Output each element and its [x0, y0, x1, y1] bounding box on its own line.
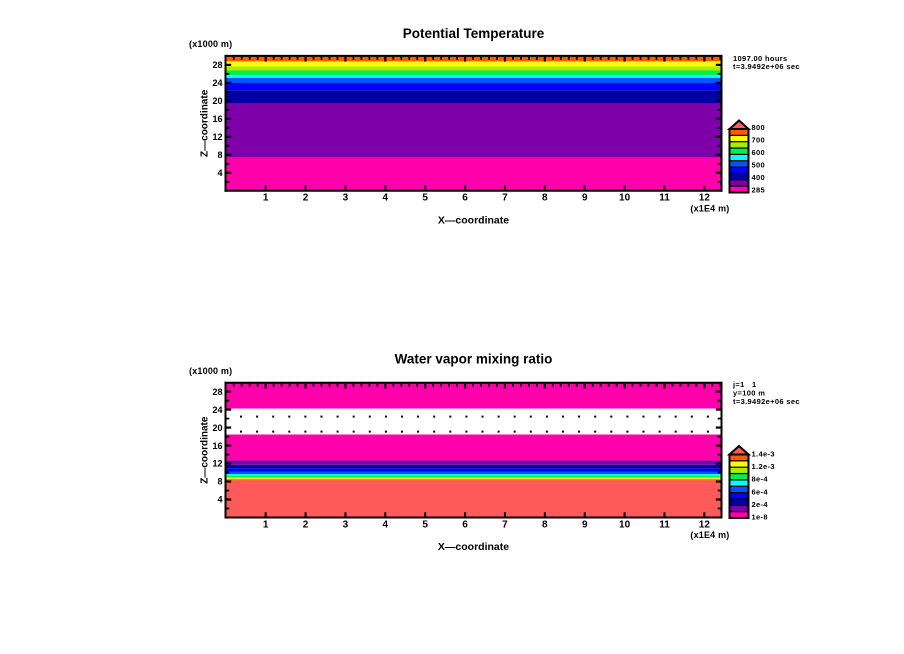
- svg-text:4: 4: [217, 168, 222, 178]
- svg-text:(x1E4 m): (x1E4 m): [690, 203, 729, 213]
- svg-text:20: 20: [212, 96, 222, 106]
- svg-text:28: 28: [212, 387, 222, 397]
- svg-text:7: 7: [502, 193, 508, 204]
- svg-text:9: 9: [582, 519, 588, 530]
- svg-text:285: 285: [752, 185, 766, 194]
- svg-text:8: 8: [217, 477, 222, 487]
- svg-text:1097.00 hours: 1097.00 hours: [733, 54, 788, 63]
- svg-text:20: 20: [212, 423, 222, 433]
- svg-text:(x1000 m): (x1000 m): [189, 39, 232, 49]
- svg-text:24: 24: [212, 78, 222, 88]
- svg-text:(x1000 m): (x1000 m): [189, 366, 232, 376]
- svg-text:4: 4: [383, 519, 389, 530]
- svg-text:500: 500: [752, 160, 766, 169]
- svg-text:8e-4: 8e-4: [752, 475, 769, 484]
- svg-text:800: 800: [752, 123, 766, 132]
- svg-text:7: 7: [502, 519, 508, 530]
- svg-text:6: 6: [462, 519, 468, 530]
- svg-text:1: 1: [263, 193, 269, 204]
- svg-text:8: 8: [542, 519, 548, 530]
- svg-text:3: 3: [343, 193, 349, 204]
- svg-text:16: 16: [212, 114, 222, 124]
- svg-text:t=3.9492e+06 sec: t=3.9492e+06 sec: [733, 397, 800, 406]
- svg-text:12: 12: [699, 519, 711, 530]
- svg-text:12: 12: [212, 132, 222, 142]
- svg-text:6: 6: [462, 193, 468, 204]
- svg-text:4: 4: [383, 193, 389, 204]
- svg-text:1.4e-3: 1.4e-3: [752, 449, 775, 458]
- svg-text:9: 9: [582, 193, 588, 204]
- svg-text:5: 5: [422, 519, 428, 530]
- svg-text:600: 600: [752, 148, 766, 157]
- svg-text:11: 11: [659, 519, 670, 530]
- svg-text:16: 16: [212, 441, 222, 451]
- svg-text:6e-4: 6e-4: [752, 487, 769, 496]
- svg-text:Z—coordinate: Z—coordinate: [200, 416, 211, 484]
- svg-text:y=100 m: y=100 m: [733, 389, 765, 398]
- svg-text:(x1E4 m): (x1E4 m): [690, 530, 729, 540]
- svg-text:2: 2: [303, 193, 309, 204]
- svg-text:1e-8: 1e-8: [752, 513, 768, 522]
- svg-text:10: 10: [619, 519, 631, 530]
- svg-text:10: 10: [619, 193, 631, 204]
- svg-text:j=1 1: j=1 1: [732, 380, 757, 389]
- svg-text:X—coordinate: X—coordinate: [438, 214, 509, 226]
- svg-text:400: 400: [752, 173, 766, 182]
- svg-text:5: 5: [422, 193, 428, 204]
- svg-text:Potential Temperature: Potential Temperature: [403, 26, 545, 41]
- svg-text:Water vapor mixing ratio: Water vapor mixing ratio: [395, 351, 553, 366]
- svg-text:2e-4: 2e-4: [752, 500, 769, 509]
- svg-text:11: 11: [659, 193, 670, 204]
- svg-text:12: 12: [699, 193, 711, 204]
- svg-text:8: 8: [542, 193, 548, 204]
- svg-text:700: 700: [752, 135, 766, 144]
- svg-text:4: 4: [217, 495, 222, 505]
- svg-text:28: 28: [212, 60, 222, 70]
- svg-text:3: 3: [343, 519, 349, 530]
- svg-text:12: 12: [212, 459, 222, 469]
- svg-text:1.2e-3: 1.2e-3: [752, 462, 775, 471]
- svg-text:t=3.9492e+06 sec: t=3.9492e+06 sec: [733, 62, 800, 71]
- svg-text:X—coordinate: X—coordinate: [438, 541, 509, 553]
- svg-text:8: 8: [217, 150, 222, 160]
- svg-text:2: 2: [303, 519, 309, 530]
- svg-text:Z—coordinate: Z—coordinate: [200, 89, 211, 157]
- svg-text:24: 24: [212, 405, 222, 415]
- svg-text:1: 1: [263, 519, 269, 530]
